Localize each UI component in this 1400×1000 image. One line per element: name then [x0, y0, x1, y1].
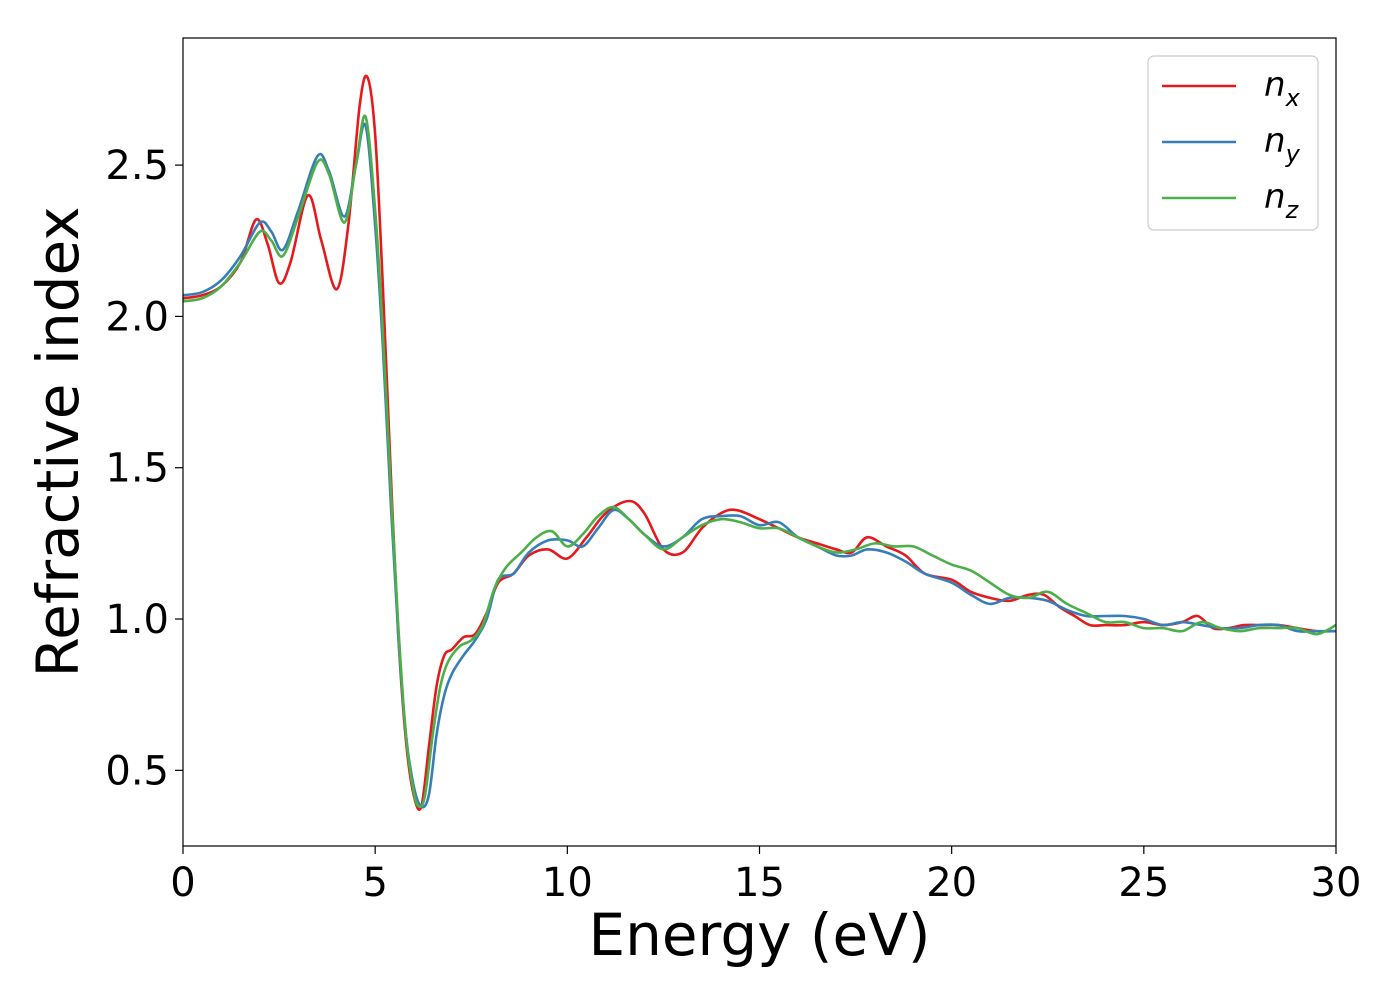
x-axis: 0 5 10 15 20 25 30 [170, 846, 1361, 906]
y-tick-label: 1.5 [105, 446, 169, 492]
plot-background [183, 38, 1336, 846]
x-tick-label: 25 [1118, 860, 1169, 906]
x-tick-label: 0 [170, 860, 195, 906]
legend-label: nx [1264, 65, 1301, 112]
x-axis-label: Energy (eV) [588, 901, 930, 969]
legend-label: ny [1264, 121, 1301, 168]
series-line-nx [183, 74, 1336, 812]
y-tick-label: 1.0 [105, 597, 169, 643]
x-tick-label: 30 [1311, 860, 1362, 906]
legend-label: nz [1264, 177, 1300, 224]
series-lines [183, 74, 1336, 812]
x-tick-label: 5 [362, 860, 387, 906]
series-layer [183, 74, 1336, 812]
x-tick-label: 10 [542, 860, 593, 906]
x-tick-label: 20 [926, 860, 977, 906]
y-tick-label: 0.5 [105, 748, 169, 794]
legend: nx ny nz [1147, 55, 1319, 231]
series-line-nz [183, 114, 1336, 809]
y-axis: 0.5 1.0 1.5 2.0 2.5 [105, 143, 183, 794]
y-tick-label: 2.0 [105, 294, 169, 340]
y-axis-label: Refractive index [24, 206, 92, 677]
y-tick-label: 2.5 [105, 143, 169, 189]
x-tick-label: 15 [734, 860, 785, 906]
